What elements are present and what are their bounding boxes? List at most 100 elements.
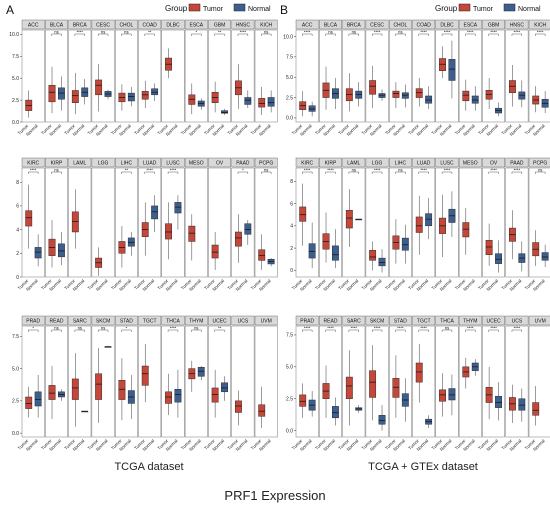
normal-box [378,93,386,98]
tumor-box [485,90,493,100]
facet-plot-frame [161,167,185,278]
facet-row: 0.02.55.07.5PRAD****TumorNormalREAD****T… [286,315,550,452]
significance-label: **** [514,29,521,34]
facet-strip-label: LAML [73,161,86,167]
facet-plot-frame [435,29,459,123]
facet-strip-label: SKCM [370,319,384,325]
tumor-box [141,365,149,386]
significance-label: **** [170,325,177,330]
facet-plot-frame [184,325,208,438]
tumor-box [439,389,446,402]
facet-plot-frame [528,167,550,278]
facet-strip-label: PCPG [259,161,273,167]
legend-label-tumor: Tumor [203,6,224,13]
significance-label: * [32,325,34,330]
facet-strip [505,19,529,30]
significance-label: **** [146,167,153,172]
facet-strip [254,157,278,168]
facet-strip [45,157,68,168]
facet-strip [528,157,550,168]
facet-strip-label: BLCA [50,23,64,29]
normal-box [378,257,386,267]
significance-label: ns [264,29,268,34]
facet-plot-frame [45,29,68,123]
tumor-box [345,376,353,399]
facet-strip-label: LIHC [395,161,407,167]
significance-label: ns [194,325,198,330]
significance-label: ns [352,167,356,172]
significance-bracket [348,171,359,174]
facet-plot-frame [412,325,436,438]
facet-strip-label: LGG [372,161,383,167]
facet-strip-label: UCS [238,319,249,325]
facet-plot-frame [231,325,255,438]
facet-strip-label: LUSC [440,161,454,167]
tumor-box [258,98,266,108]
normal-box [58,87,65,100]
normal-box [244,97,252,105]
tumor-box [369,80,377,95]
facet-strip [21,19,45,30]
significance-label: **** [397,325,404,330]
significance-bracket [371,329,383,332]
tumor-box [188,225,196,242]
significance-label: **** [304,29,311,34]
tumor-box [95,79,103,96]
significance-label: ** [218,29,222,34]
normal-box [518,91,526,100]
y-tick-label: 7.5 [12,54,19,60]
facet-plot-frame [295,29,319,123]
significance-bracket [371,171,383,174]
normal-box [308,243,316,259]
significance-label: **** [327,325,334,330]
significance-bracket [214,329,225,332]
significance-bracket [261,171,272,174]
facet-strip [342,315,366,326]
facet-strip-label: MESO [463,161,478,167]
facet-row: 0.0 2.5 5.0 7.5 10.0ACCTumorNormalBLCAnsTumo… [9,19,278,137]
facet-strip-label: OV [216,161,224,167]
facet-plot-frame [319,325,342,438]
significance-label: **** [304,167,311,172]
facet-strip [208,315,231,326]
facet-plot-frame [458,29,482,123]
tumor-box [25,396,33,409]
tumor-box [508,80,516,93]
normal-box [518,398,526,411]
tumor-box [118,379,126,400]
facet-strip-label: PRAD [26,319,40,325]
tumor-box [141,91,149,100]
facet-plot-frame [21,29,45,123]
significance-bracket [395,171,406,174]
normal-box [174,389,182,403]
facet-plot-frame [412,167,436,278]
facet-strip [458,157,482,168]
facet-strip [91,315,115,326]
facet-strip-label: PAAD [510,161,524,167]
facet-strip-label: ESCA [189,23,203,29]
normal-box [425,95,433,104]
tumor-box [211,244,219,259]
normal-box [448,388,456,401]
legend-label-normal: Normal [248,6,271,13]
significance-bracket [97,33,109,36]
significance-label: ns [398,167,402,172]
facet-strip [231,19,255,30]
facet-strip-label: COAD [142,23,157,29]
y-tick-label: 0.0 [12,431,19,437]
facet-strip [231,315,255,326]
facet-strip [482,19,505,30]
facet-strip-label: KIRC [301,161,313,167]
facet-strip [161,157,185,168]
facet-strip-label: HNSC [236,23,251,29]
